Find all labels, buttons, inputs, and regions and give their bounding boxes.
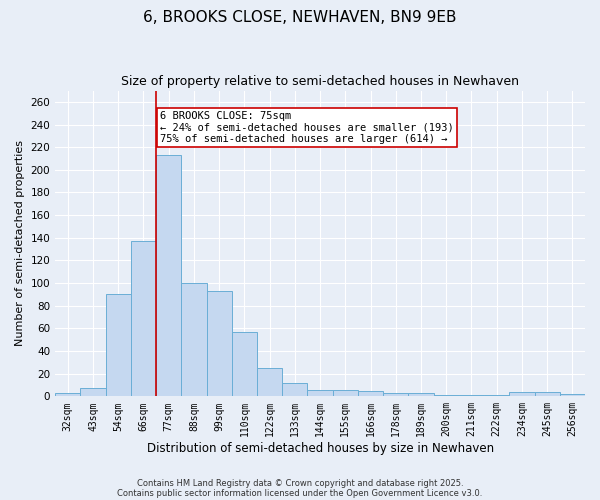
Bar: [232, 332, 257, 396]
Bar: [535, 392, 560, 396]
Bar: [484, 395, 509, 396]
Bar: [156, 155, 181, 396]
Bar: [560, 394, 585, 396]
Bar: [509, 392, 535, 396]
Bar: [80, 388, 106, 396]
Bar: [181, 283, 206, 397]
Bar: [434, 395, 459, 396]
Bar: [106, 294, 131, 396]
Bar: [358, 390, 383, 396]
Bar: [307, 390, 332, 396]
Text: 6, BROOKS CLOSE, NEWHAVEN, BN9 9EB: 6, BROOKS CLOSE, NEWHAVEN, BN9 9EB: [143, 10, 457, 25]
Bar: [282, 382, 307, 396]
Bar: [257, 368, 282, 396]
Text: Contains HM Land Registry data © Crown copyright and database right 2025.: Contains HM Land Registry data © Crown c…: [137, 478, 463, 488]
Text: Contains public sector information licensed under the Open Government Licence v3: Contains public sector information licen…: [118, 488, 482, 498]
Bar: [332, 390, 358, 396]
Title: Size of property relative to semi-detached houses in Newhaven: Size of property relative to semi-detach…: [121, 75, 519, 88]
Bar: [383, 393, 409, 396]
Y-axis label: Number of semi-detached properties: Number of semi-detached properties: [15, 140, 25, 346]
Text: 6 BROOKS CLOSE: 75sqm
← 24% of semi-detached houses are smaller (193)
75% of sem: 6 BROOKS CLOSE: 75sqm ← 24% of semi-deta…: [160, 111, 454, 144]
Bar: [409, 393, 434, 396]
Bar: [459, 395, 484, 396]
X-axis label: Distribution of semi-detached houses by size in Newhaven: Distribution of semi-detached houses by …: [146, 442, 494, 455]
Bar: [55, 393, 80, 396]
Bar: [131, 241, 156, 396]
Bar: [206, 291, 232, 397]
